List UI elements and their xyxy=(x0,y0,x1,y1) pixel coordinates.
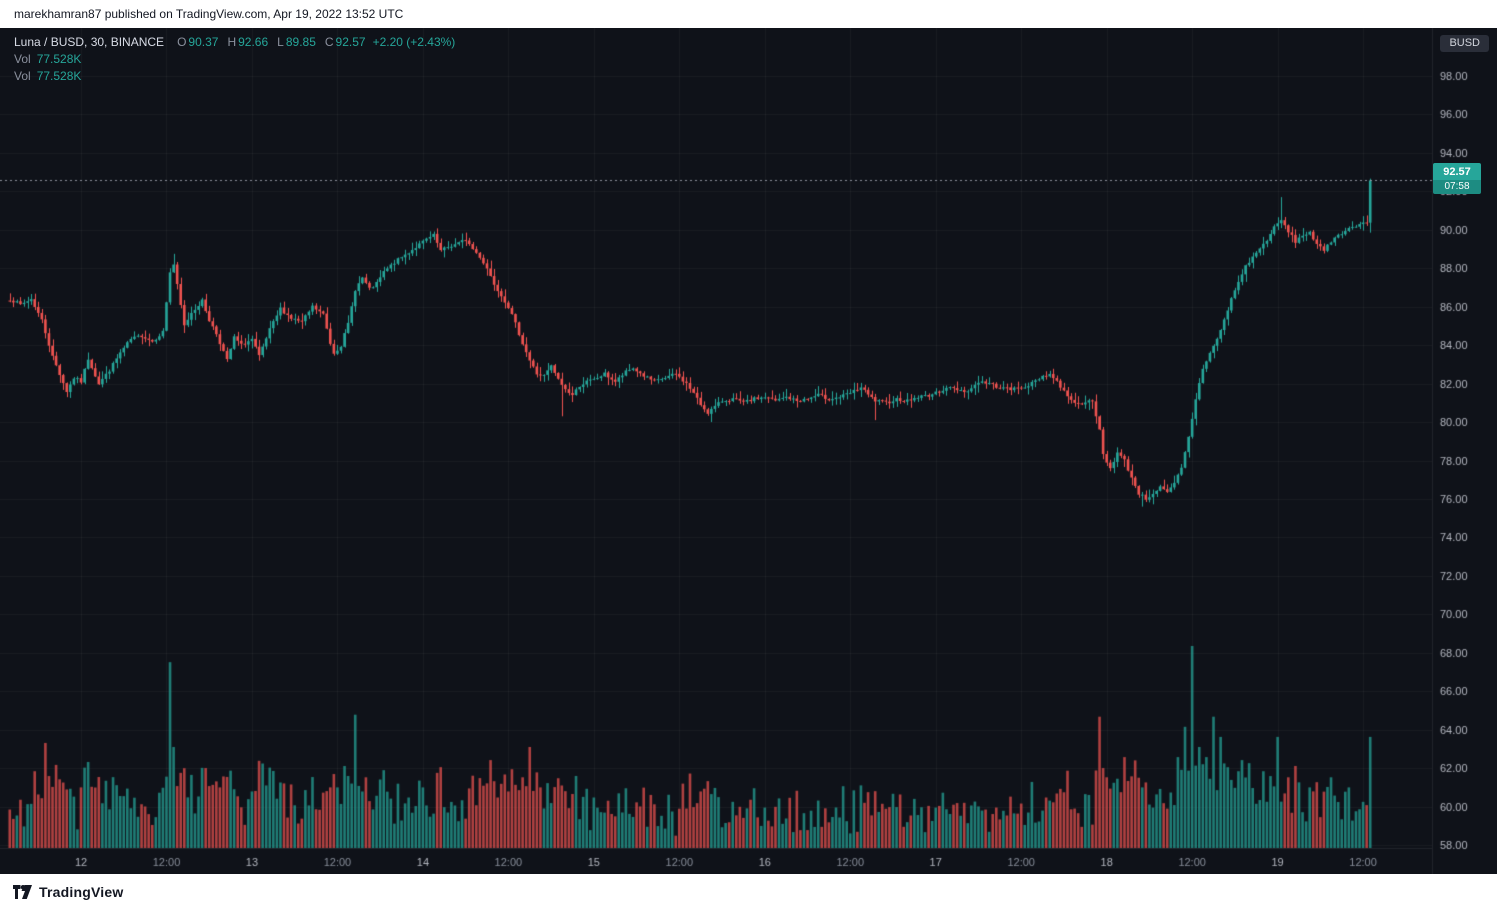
footer: TradingView xyxy=(0,874,1497,910)
symbol-title[interactable]: Luna / BUSD, 30, BINANCE xyxy=(14,35,165,49)
ohlc-low-label: L xyxy=(277,35,284,49)
ohlc-close-label: C xyxy=(324,35,334,49)
ohlc-low-value: 89.85 xyxy=(285,35,316,49)
bar-countdown: 07:58 xyxy=(1433,180,1481,195)
change-value: +2.20 (+2.43%) xyxy=(372,35,456,49)
ohlc-high-label: H xyxy=(227,35,237,49)
ohlc-close-value: 92.57 xyxy=(335,35,366,49)
chart-area: Luna / BUSD, 30, BINANCE O 90.37 H 92.66 L… xyxy=(0,28,1497,874)
price-chart-canvas[interactable] xyxy=(0,28,1497,874)
legend-symbol-row: Luna / BUSD, 30, BINANCE O 90.37 H 92.66 L… xyxy=(14,34,455,51)
ohlc-open-value: 90.37 xyxy=(188,35,219,49)
publish-header: marekhamran87 published on TradingView.c… xyxy=(0,0,1497,28)
volume-label-2: Vol xyxy=(14,69,31,83)
volume-value-2: 77.528K xyxy=(36,69,82,83)
legend-volume-row-2: Vol 77.528K xyxy=(14,68,455,85)
last-price-value: 92.57 xyxy=(1433,163,1481,181)
last-price-badge: 92.57 07:58 xyxy=(1433,163,1481,195)
volume-value-1: 77.528K xyxy=(36,52,82,66)
chart-legend: Luna / BUSD, 30, BINANCE O 90.37 H 92.66 L… xyxy=(14,34,455,85)
ohlc-high-value: 92.66 xyxy=(238,35,269,49)
legend-volume-row-1: Vol 77.528K xyxy=(14,51,455,68)
currency-badge[interactable]: BUSD xyxy=(1440,35,1489,52)
publish-header-text: marekhamran87 published on TradingView.c… xyxy=(14,7,404,21)
tradingview-logo-icon[interactable] xyxy=(13,884,32,900)
ohlc-open-label: O xyxy=(177,35,187,49)
tradingview-brand[interactable]: TradingView xyxy=(39,884,124,900)
volume-label-1: Vol xyxy=(14,52,31,66)
